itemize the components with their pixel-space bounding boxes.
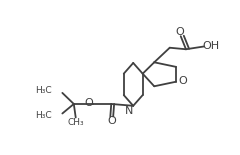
Text: OH: OH: [202, 41, 219, 51]
Text: H₃C: H₃C: [35, 111, 51, 120]
Text: O: O: [176, 27, 184, 37]
Text: O: O: [108, 116, 116, 126]
Text: CH₃: CH₃: [68, 118, 84, 127]
Text: N: N: [125, 106, 133, 116]
Text: O: O: [84, 98, 93, 108]
Text: H₃C: H₃C: [35, 86, 51, 95]
Text: O: O: [178, 76, 187, 86]
